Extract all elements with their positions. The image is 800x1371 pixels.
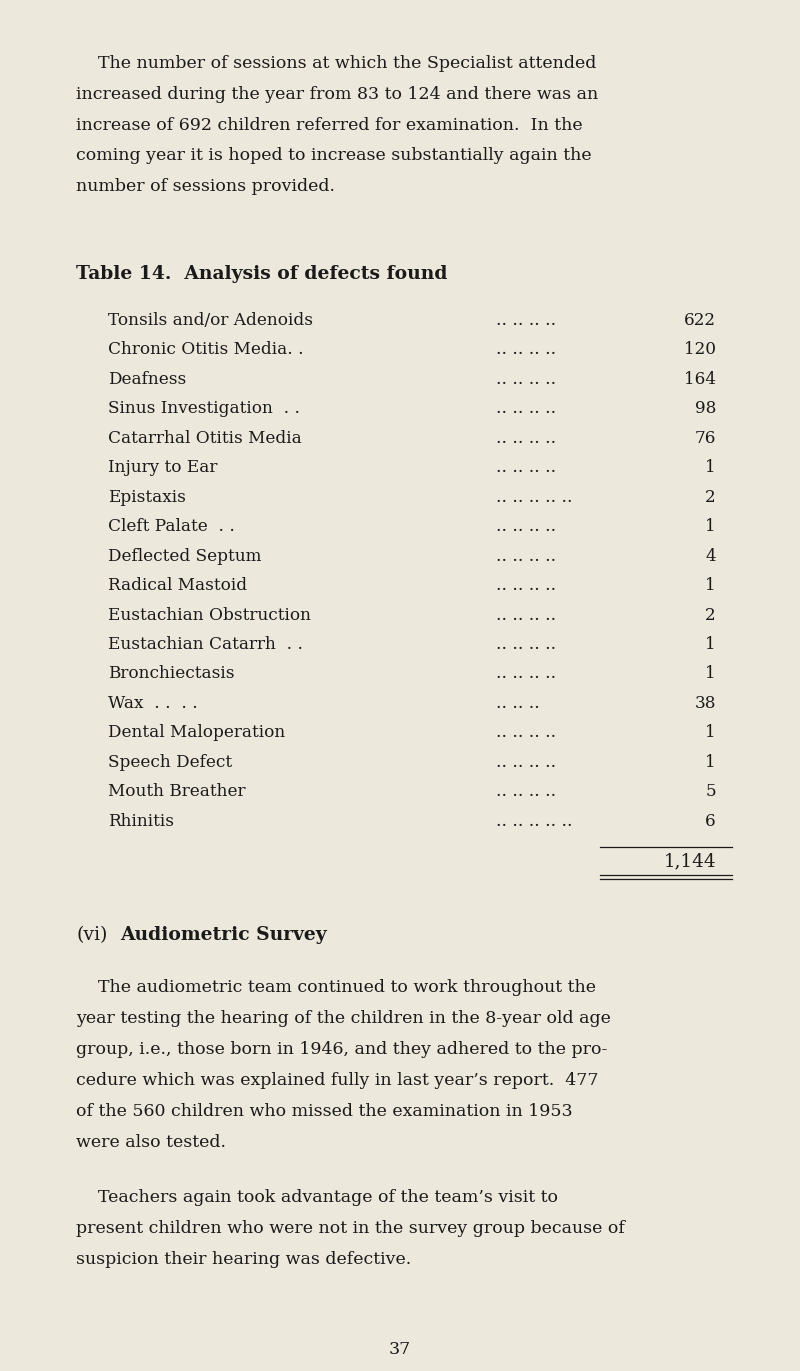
Text: cedure which was explained fully in last year’s report.  477: cedure which was explained fully in last…	[76, 1072, 598, 1089]
Text: 1: 1	[706, 577, 716, 594]
Text: Wax  . .  . .: Wax . . . .	[108, 695, 198, 712]
Text: .. .. ..: .. .. ..	[496, 695, 540, 712]
Text: 2: 2	[706, 488, 716, 506]
Text: .. .. .. ..: .. .. .. ..	[496, 518, 556, 535]
Text: 1: 1	[706, 754, 716, 771]
Text: Tonsils and/or Adenoids: Tonsils and/or Adenoids	[108, 311, 313, 329]
Text: 5: 5	[706, 783, 716, 801]
Text: Radical Mastoid: Radical Mastoid	[108, 577, 247, 594]
Text: 1: 1	[706, 724, 716, 742]
Text: The audiometric team continued to work throughout the: The audiometric team continued to work t…	[76, 979, 596, 997]
Text: increase of 692 children referred for examination.  In the: increase of 692 children referred for ex…	[76, 117, 582, 133]
Text: Chronic Otitis Media. .: Chronic Otitis Media. .	[108, 341, 304, 358]
Text: Cleft Palate  . .: Cleft Palate . .	[108, 518, 235, 535]
Text: .. .. .. ..: .. .. .. ..	[496, 783, 556, 801]
Text: 1: 1	[706, 665, 716, 683]
Text: .. .. .. .. ..: .. .. .. .. ..	[496, 813, 573, 829]
Text: .. .. .. ..: .. .. .. ..	[496, 370, 556, 388]
Text: .. .. .. ..: .. .. .. ..	[496, 341, 556, 358]
Text: 1: 1	[706, 518, 716, 535]
Text: Speech Defect: Speech Defect	[108, 754, 232, 771]
Text: .. .. .. ..: .. .. .. ..	[496, 547, 556, 565]
Text: Rhinitis: Rhinitis	[108, 813, 174, 829]
Text: Catarrhal Otitis Media: Catarrhal Otitis Media	[108, 429, 302, 447]
Text: .. .. .. ..: .. .. .. ..	[496, 724, 556, 742]
Text: Deflected Septum: Deflected Septum	[108, 547, 262, 565]
Text: were also tested.: were also tested.	[76, 1134, 226, 1150]
Text: Bronchiectasis: Bronchiectasis	[108, 665, 234, 683]
Text: 38: 38	[694, 695, 716, 712]
Text: Audiometric Survey: Audiometric Survey	[120, 927, 326, 945]
Text: number of sessions provided.: number of sessions provided.	[76, 178, 335, 195]
Text: 76: 76	[694, 429, 716, 447]
Text: Injury to Ear: Injury to Ear	[108, 459, 218, 476]
Text: increased during the year from 83 to 124 and there was an: increased during the year from 83 to 124…	[76, 85, 598, 103]
Text: .. .. .. ..: .. .. .. ..	[496, 459, 556, 476]
Text: Mouth Breather: Mouth Breather	[108, 783, 246, 801]
Text: Teachers again took advantage of the team’s visit to: Teachers again took advantage of the tea…	[76, 1189, 558, 1206]
Text: 1: 1	[706, 636, 716, 653]
Text: group, i.e., those born in 1946, and they adhered to the pro-: group, i.e., those born in 1946, and the…	[76, 1041, 607, 1058]
Text: 164: 164	[684, 370, 716, 388]
Text: 37: 37	[389, 1341, 411, 1357]
Text: 4: 4	[706, 547, 716, 565]
Text: .. .. .. ..: .. .. .. ..	[496, 754, 556, 771]
Text: 1,144: 1,144	[663, 853, 716, 871]
Text: 6: 6	[706, 813, 716, 829]
Text: 622: 622	[684, 311, 716, 329]
Text: 120: 120	[684, 341, 716, 358]
Text: .. .. .. .. ..: .. .. .. .. ..	[496, 488, 573, 506]
Text: Table 14.  Analysis of defects found: Table 14. Analysis of defects found	[76, 265, 447, 282]
Text: The number of sessions at which the Specialist attended: The number of sessions at which the Spec…	[76, 55, 596, 71]
Text: Sinus Investigation  . .: Sinus Investigation . .	[108, 400, 300, 417]
Text: .. .. .. ..: .. .. .. ..	[496, 577, 556, 594]
Text: Eustachian Catarrh  . .: Eustachian Catarrh . .	[108, 636, 303, 653]
Text: coming year it is hoped to increase substantially again the: coming year it is hoped to increase subs…	[76, 147, 592, 165]
Text: 2: 2	[706, 606, 716, 624]
Text: .. .. .. ..: .. .. .. ..	[496, 606, 556, 624]
Text: 1: 1	[706, 459, 716, 476]
Text: Eustachian Obstruction: Eustachian Obstruction	[108, 606, 311, 624]
Text: Dental Maloperation: Dental Maloperation	[108, 724, 286, 742]
Text: .. .. .. ..: .. .. .. ..	[496, 311, 556, 329]
Text: .. .. .. ..: .. .. .. ..	[496, 665, 556, 683]
Text: suspicion their hearing was defective.: suspicion their hearing was defective.	[76, 1250, 411, 1268]
Text: .. .. .. ..: .. .. .. ..	[496, 636, 556, 653]
Text: .. .. .. ..: .. .. .. ..	[496, 400, 556, 417]
Text: (vi): (vi)	[76, 927, 107, 945]
Text: year testing the hearing of the children in the 8-year old age: year testing the hearing of the children…	[76, 1010, 611, 1027]
Text: 98: 98	[694, 400, 716, 417]
Text: of the 560 children who missed the examination in 1953: of the 560 children who missed the exami…	[76, 1102, 573, 1120]
Text: present children who were not in the survey group because of: present children who were not in the sur…	[76, 1220, 625, 1237]
Text: Deafness: Deafness	[108, 370, 186, 388]
Text: .. .. .. ..: .. .. .. ..	[496, 429, 556, 447]
Text: Epistaxis: Epistaxis	[108, 488, 186, 506]
